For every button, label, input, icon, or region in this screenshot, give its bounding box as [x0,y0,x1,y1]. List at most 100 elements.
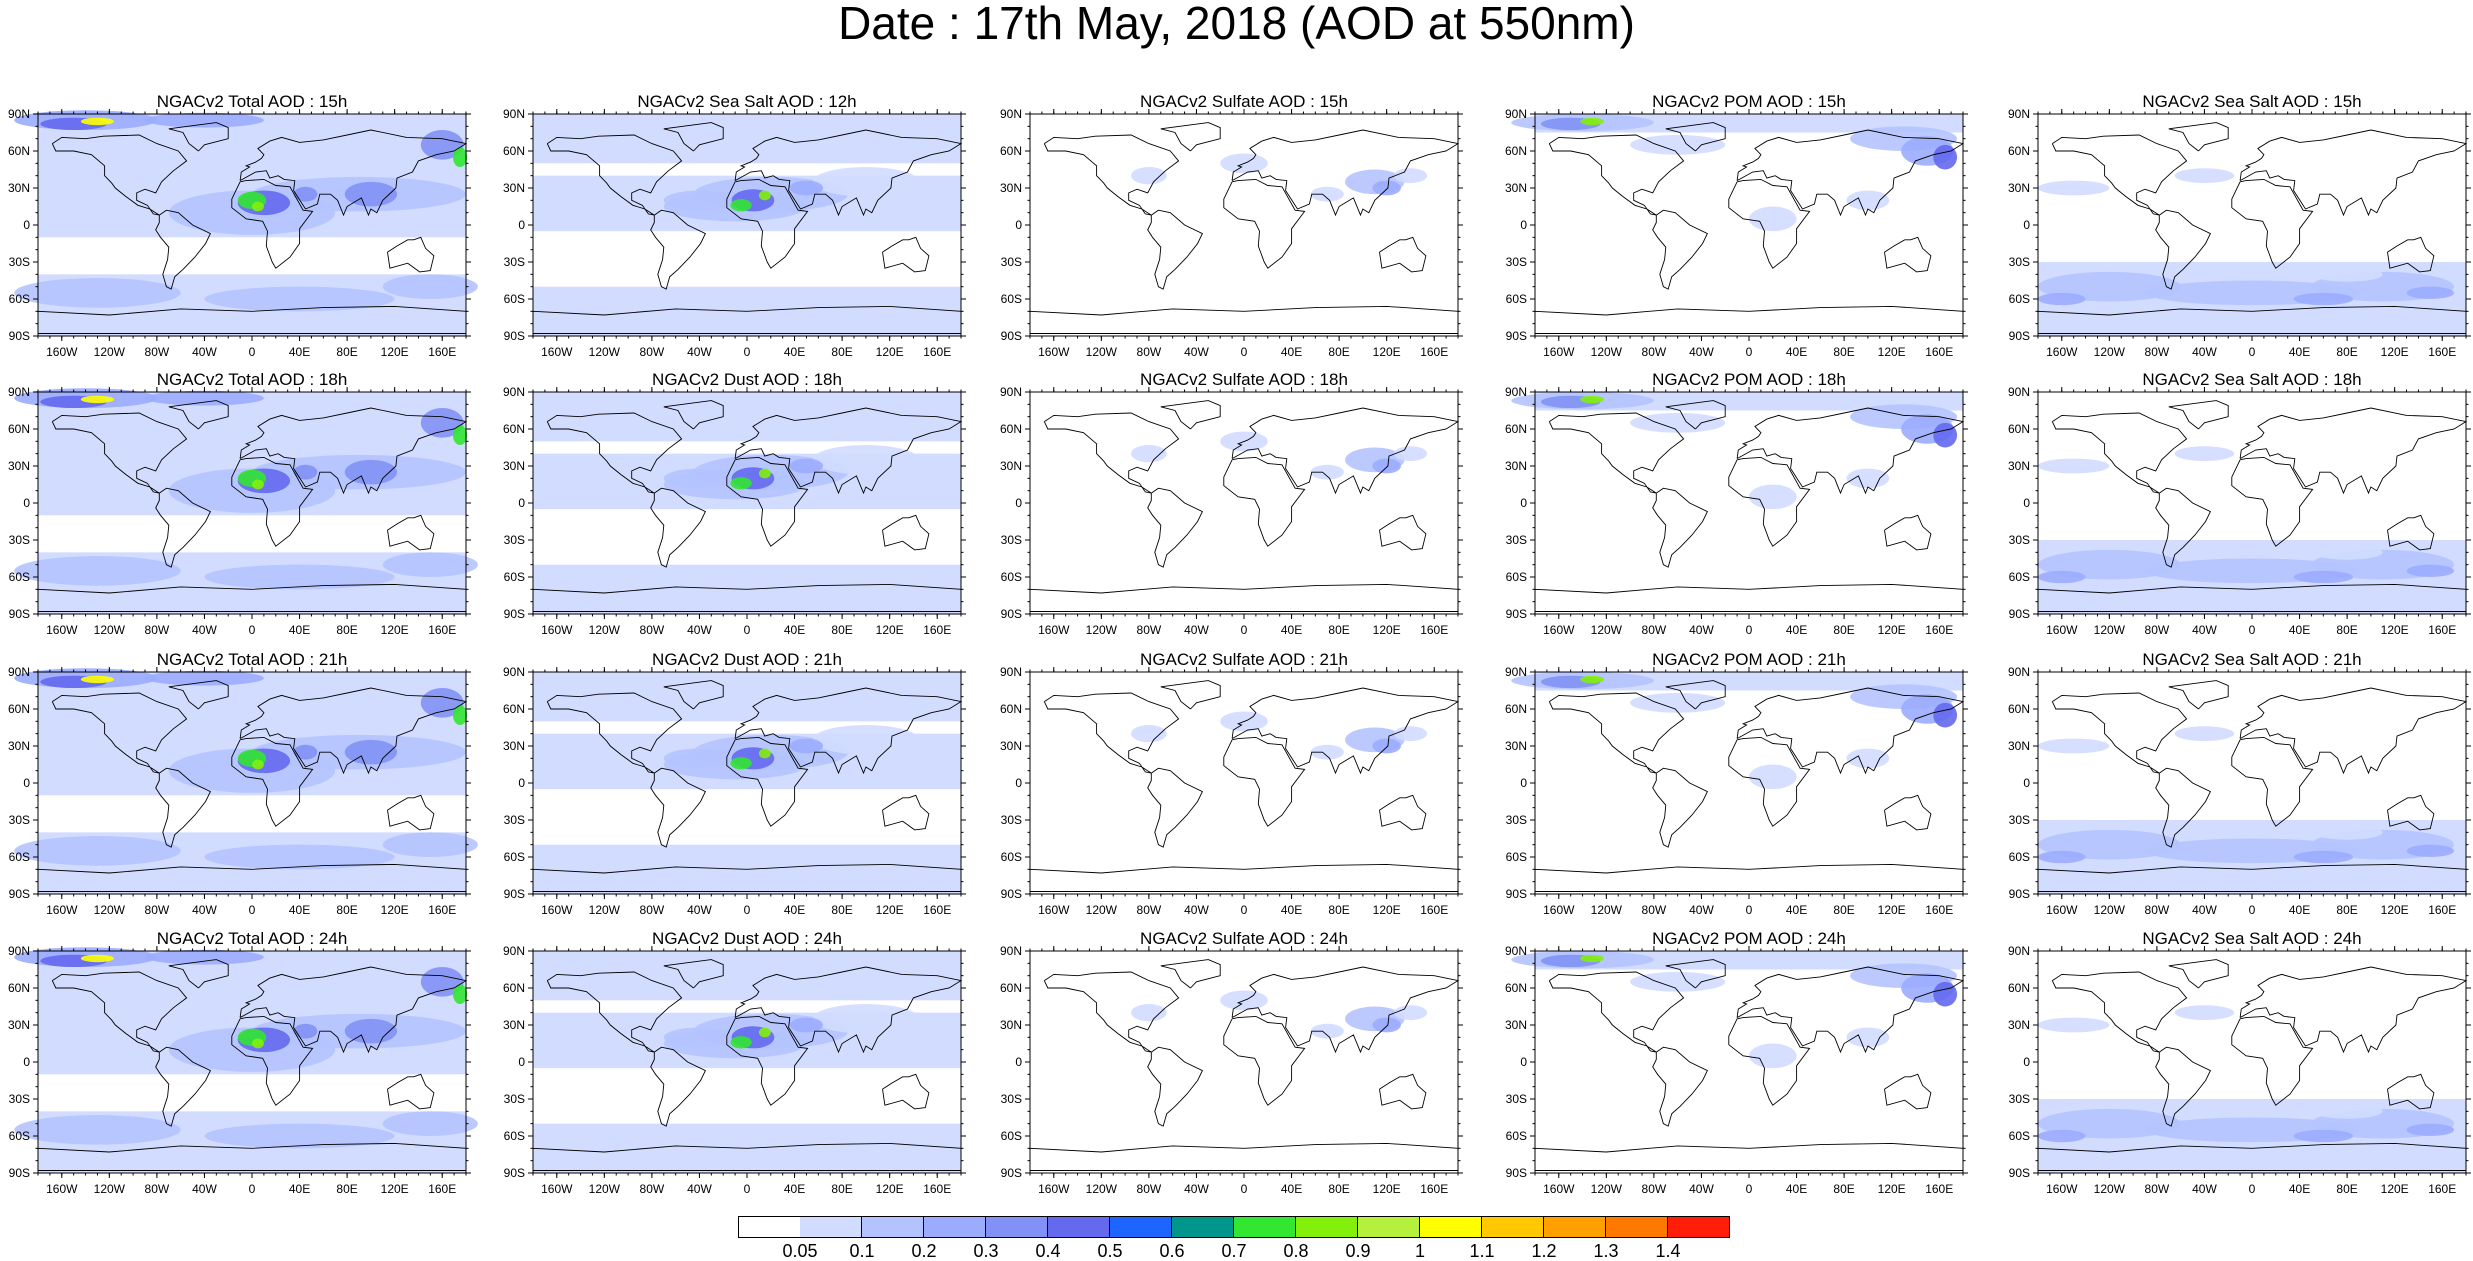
lat-label: 30S [504,533,525,547]
lat-label: 30S [1506,255,1527,269]
colorbar-label: 0.6 [1159,1241,1185,1261]
coastline [1652,767,1709,848]
coastline [2037,1142,2467,1171]
lon-label: 120W [1591,345,1623,359]
coastline [532,583,962,612]
aod-band [533,114,961,164]
lon-label: 80E [2336,903,2357,917]
aod-shading [2038,180,2110,196]
lat-label: 60S [2009,1129,2030,1143]
lat-label: 30S [2009,813,2030,827]
aod-shading [758,190,771,201]
coastline [1029,863,1459,892]
aod-shading [2038,1129,2086,1143]
lon-label: 160W [541,623,573,637]
coastline [1379,236,1427,273]
coastline [2168,680,2229,710]
panel-title: NGACv2 POM AOD : 18h [1652,370,1846,389]
aod-shading [382,274,478,299]
aod-shading [14,836,181,866]
world-map: 90N 60N 30N 0 30S 60S 90S 160W 120W 80W 40W 0 40E 80E… [8,944,478,1196]
coastline [1534,1142,1964,1171]
lon-label: 120E [1878,903,1906,917]
lon-label: 40E [784,345,805,359]
lon-label: 120E [1878,623,1906,637]
aod-shading [1310,1023,1344,1039]
lat-label: 60S [2009,850,2030,864]
lon-label: 160E [428,903,456,917]
world-map: 90N 60N 30N 0 30S 60S 90S 160W 120W 80W 40W 0 40E 80E… [8,665,478,917]
lon-label: 80E [1328,623,1349,637]
lon-label: 120W [1086,345,1118,359]
colorbar-swatch [1420,1216,1482,1238]
aod-shading [252,1038,264,1049]
lon-label: 80W [2145,1182,2170,1196]
lon-label: 80W [2145,345,2170,359]
lat-label: 30N [1505,181,1527,195]
lat-label: 90S [504,607,525,621]
lat-label: 90S [504,329,525,343]
lon-label: 40E [289,623,310,637]
map-panel: NGACv2 Sea Salt AOD : 18h 90N 60N 30N 0 30S 60… [2000,370,2471,638]
panel-title: NGACv2 Sea Salt AOD : 21h [2142,650,2362,669]
lat-label: 30N [503,181,525,195]
coastline [1736,966,1965,1054]
lat-label: 90S [2009,329,2030,343]
aod-band [533,951,961,1001]
panel-title: NGACv2 Sulfate AOD : 15h [1140,92,1348,111]
coastline [2037,583,2467,612]
coastline [239,687,468,775]
lon-label: 120E [381,623,409,637]
lon-label: 80W [145,623,170,637]
lat-label: 60N [2008,422,2030,436]
aod-shading [812,1004,920,1034]
lon-label: 120E [876,903,904,917]
aod-shading [1933,981,1958,1007]
aod-shading [1630,134,1726,155]
lon-label: 160E [923,1182,951,1196]
world-map: 90N 60N 30N 0 30S 60S 90S 160W 120W 80W 40W 0 40E 80E… [8,385,478,637]
colorbar-swatch [738,1216,801,1238]
coastline [1231,129,1460,217]
coastline [2239,407,2468,495]
lon-label: 0 [1241,903,1248,917]
coastline [546,412,683,494]
coastline [663,959,724,989]
aod-shading [382,1111,478,1136]
coastline [1534,863,1964,892]
lon-label: 80W [1137,623,1162,637]
colorbar-swatch [1668,1216,1730,1238]
lon-label: 40E [2289,903,2310,917]
coastline [726,178,809,269]
coastline [546,134,683,216]
lat-label: 90N [8,107,30,121]
map-plot-area: 90N 60N 30N 0 30S 60S 90S 160W 120W 80W 40W 0 40E 80E… [1000,944,1463,1196]
coastline [239,407,468,495]
aod-band [533,672,961,722]
coastline [2037,305,2467,334]
coastline [37,583,467,612]
coastline [2168,122,2229,152]
lon-label: 160E [1420,623,1448,637]
lon-label: 80E [1833,345,1854,359]
map-panel: NGACv2 Total AOD : 24h 90N 60N 30N 0 30S 60S 90… [0,929,478,1197]
coastline [532,1142,962,1171]
lat-label: 60S [2009,570,2030,584]
colorbar-label: 0.2 [911,1241,937,1261]
lat-label: 30S [504,813,525,827]
lon-label: 0 [1746,903,1753,917]
coastline [2231,736,2314,827]
aod-shading [663,1027,736,1048]
aod-shading [2406,1123,2455,1136]
coastline [1147,487,1204,568]
aod-shading [2406,286,2455,299]
lon-label: 120E [1373,903,1401,917]
lon-label: 120E [2381,345,2409,359]
coastline [37,1142,467,1171]
coastline [2168,959,2229,989]
aod-shading [420,130,464,160]
lon-label: 80E [2336,1182,2357,1196]
aod-shading [2293,1129,2354,1143]
lat-label: 60S [2009,292,2030,306]
coastline [734,687,963,775]
